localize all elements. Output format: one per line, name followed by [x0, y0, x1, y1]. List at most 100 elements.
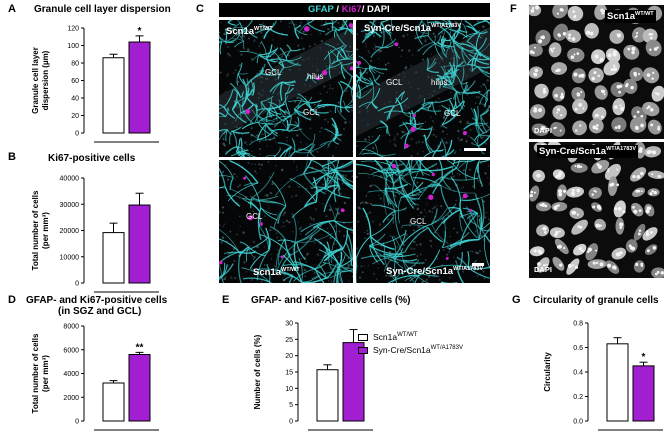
channel-legend: GFAP / Ki67/ DAPI: [308, 4, 390, 15]
y-tick-label: 10000: [60, 254, 80, 261]
micrograph-c-top-right: Syn-Cre/Scn1aWT/A1783V GCL hilus GCL: [356, 20, 490, 157]
gcl-label-2: GCL: [303, 108, 320, 117]
bar-mutant: [632, 365, 655, 422]
channel-sep-2: /: [361, 4, 367, 15]
legend-item-mutant: Syn-Cre/Scn1aWT/A1783V: [358, 345, 463, 355]
micrograph-c-top-left: Scn1aWT/WT GCL hilus GCL: [219, 20, 353, 157]
ki67-dots: [357, 42, 467, 149]
micrograph-label: Syn-Cre/Scn1aWT/A1783V: [537, 145, 639, 159]
hilus-label: hilus: [307, 72, 324, 81]
gcl-label: GCL: [386, 78, 403, 87]
scale-bar: [464, 148, 486, 151]
dapi-nuclei: [529, 142, 664, 278]
legend-swatch-mutant: [358, 346, 368, 354]
legend-item-wt: Scn1aWT/WT: [358, 332, 417, 342]
y-tick-label: 40: [71, 96, 79, 103]
y-tick-label: 2000: [63, 395, 79, 402]
y-tick-label: 20: [71, 113, 79, 120]
y-tick-label: 30000: [60, 202, 80, 209]
channel-gfap: GFAP: [308, 4, 334, 15]
y-tick-label: 30: [285, 321, 293, 328]
bar-wt: [102, 232, 125, 284]
gcl-label: GCL: [265, 68, 282, 77]
panel-letter-c: C: [196, 3, 204, 15]
panel-g-title: Circularity of granule cells: [533, 295, 659, 306]
gcl-label: GCL: [246, 212, 263, 221]
y-axis-label: Total number of cells: [31, 333, 40, 413]
dapi-label: DAPI: [534, 265, 552, 274]
micrograph-label: Syn-Cre/Scn1aWT/A1783V: [386, 266, 484, 278]
dapi-label: DAPI: [534, 126, 552, 135]
y-tick-label: 20: [285, 353, 293, 360]
bar-mutant: [128, 41, 151, 134]
gfap-fibers: [219, 160, 353, 283]
panel-e-title: GFAP- and Ki67-positive cells (%): [251, 295, 411, 306]
panel-letter-b: B: [8, 151, 16, 163]
significance-marker: *: [642, 352, 646, 363]
bar-wt: [316, 369, 339, 422]
panel-letter-e: E: [222, 294, 230, 306]
y-tick-label: 0.0: [573, 419, 583, 426]
y-tick-label: 80: [71, 61, 79, 68]
micrograph-f-top: Scn1aWT/WT DAPI: [529, 5, 664, 139]
legend-label-wt: Scn1aWT/WT: [373, 332, 418, 342]
bar-wt: [102, 57, 125, 134]
panel-b-chart: 0 10000 20000 30000 40000 Total number of cel…: [8, 170, 168, 300]
y-axis-label: (per mm³): [41, 212, 50, 249]
y-tick-label: 40000: [60, 176, 80, 183]
bar-mutant: [128, 204, 151, 284]
y-tick-label: 0.4: [573, 370, 583, 377]
panel-e-chart: 0 5 10 15 20 25 30 Number of cells (%): [222, 315, 382, 438]
micrograph-c-bottom-right: GCL Syn-Cre/Scn1aWT/A1783V: [356, 160, 490, 283]
y-tick-label: 15: [285, 370, 293, 377]
micrograph-label: Scn1aWT/WT: [226, 26, 273, 38]
gcl-label-2: GCL: [444, 109, 461, 118]
bar-mutant: [342, 342, 365, 422]
hilus-label: hilus: [431, 78, 448, 87]
legend-swatch-wt: [358, 333, 368, 341]
y-tick-label: 120: [67, 26, 79, 33]
legend-label-mutant: Syn-Cre/Scn1aWT/A1783V: [373, 345, 463, 355]
micrograph-label: Scn1aWT/WT: [253, 267, 300, 279]
scale-bar: [472, 263, 484, 266]
panel-g-chart: 0.0 0.2 0.4 0.6 0.8 Circularity *: [512, 315, 669, 438]
panel-letter-f: F: [510, 3, 517, 15]
y-axis-label: (per mm³): [41, 355, 50, 392]
panel-d-chart: 0 2000 4000 6000 8000 Total number of cells (p…: [8, 318, 168, 438]
y-tick-label: 0: [75, 281, 79, 288]
dapi-nuclei: [529, 5, 664, 137]
gfap-fibers: [356, 160, 490, 283]
y-axis-label: Total number of cells: [31, 190, 40, 270]
y-tick-label: 10: [285, 386, 293, 393]
y-tick-label: 25: [285, 337, 293, 344]
y-tick-label: 0: [289, 419, 293, 426]
channel-sep-1: /: [333, 4, 342, 15]
gfap-fibers: [219, 20, 353, 157]
y-axis-label: Number of cells (%): [253, 334, 262, 409]
y-tick-label: 20000: [60, 228, 80, 235]
panel-b-title: Ki67-positive cells: [48, 153, 136, 164]
y-tick-label: 0: [75, 131, 79, 138]
y-tick-label: 60: [71, 78, 79, 85]
panel-d-title-line1: GFAP- and Ki67-positive cells: [26, 295, 168, 306]
ki67-dots: [245, 23, 353, 115]
micrograph-label: Scn1aWT/WT: [605, 10, 656, 24]
gfap-fibers: [356, 20, 490, 157]
y-tick-label: 100: [67, 43, 79, 50]
y-tick-label: 0.8: [573, 321, 583, 328]
panel-d-title-line2: (in SGZ and GCL): [58, 306, 142, 317]
y-tick-label: 4000: [63, 371, 79, 378]
micrograph-c-bottom-left: GCL Scn1aWT/WT: [219, 160, 353, 283]
ki67-dots: [219, 176, 345, 265]
y-tick-label: 0: [75, 419, 79, 426]
y-tick-label: 6000: [63, 347, 79, 354]
micrograph-f-bottom: Syn-Cre/Scn1aWT/A1783V DAPI: [529, 142, 664, 278]
micrograph-label: Syn-Cre/Scn1aWT/A1783V: [364, 23, 462, 35]
panel-letter-d: D: [8, 294, 16, 306]
panel-letter-a: A: [8, 3, 16, 15]
bar-wt: [606, 343, 629, 422]
panel-letter-g: G: [512, 294, 521, 306]
significance-marker: **: [136, 342, 144, 353]
y-tick-label: 5: [289, 402, 293, 409]
channel-dapi: DAPI: [366, 4, 390, 15]
